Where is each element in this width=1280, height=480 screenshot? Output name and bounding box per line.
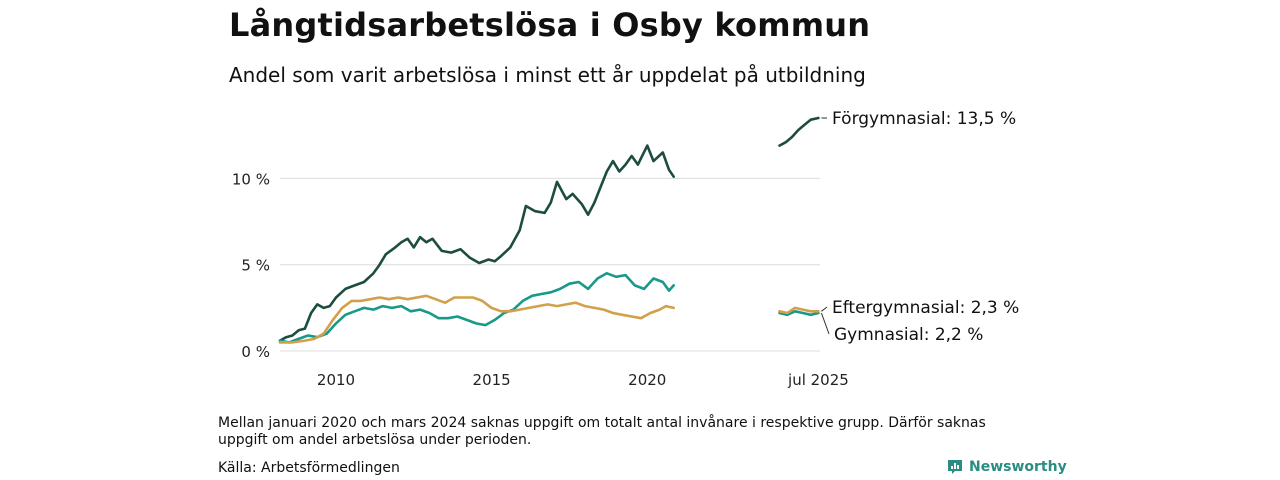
series-lines (278, 116, 820, 344)
y-tick-label: 0 % (241, 343, 270, 361)
x-tick-label: jul 2025 (787, 371, 849, 389)
y-tick-label: 5 % (241, 257, 270, 275)
y-axis-ticks: 0 % 5 % 10 % (232, 170, 270, 361)
chart-subtitle: Andel som varit arbetslösa i minst ett å… (229, 63, 866, 87)
leader-line (821, 306, 828, 312)
series-end-label: Gymnasial: 2,2 % (834, 325, 983, 345)
newsworthy-icon (948, 460, 962, 474)
brand-logo[interactable]: Newsworthy (946, 458, 1067, 476)
y-tick-label: 10 % (232, 170, 270, 188)
x-tick-label: 2010 (317, 371, 355, 389)
series-line-eftergymnasial (278, 294, 675, 344)
brand-name: Newsworthy (969, 459, 1067, 475)
series-line-förgymnasial (778, 116, 820, 147)
series-end-label: Eftergymnasial: 2,3 % (832, 298, 1019, 318)
series-line-gymnasial (278, 272, 675, 344)
series-end-label: Förgymnasial: 13,5 % (832, 109, 1016, 129)
leader-line (820, 312, 830, 335)
x-tick-label: 2015 (473, 371, 511, 389)
footnote: Mellan januari 2020 och mars 2024 saknas… (218, 415, 986, 448)
x-axis-ticks: 2010 2015 2020 jul 2025 (317, 371, 849, 389)
x-tick-label: 2020 (628, 371, 666, 389)
series-end-labels: Förgymnasial: 13,5 % Gymnasial: 2,2 % Efte… (820, 109, 1019, 345)
source-text: Källa: Arbetsförmedlingen (218, 460, 400, 476)
chart-title: Långtidsarbetslösa i Osby kommun (229, 6, 871, 44)
series-line-förgymnasial (278, 144, 675, 342)
series-line-gymnasial (778, 310, 820, 317)
gridlines (280, 177, 820, 352)
series-line-eftergymnasial (778, 306, 820, 315)
